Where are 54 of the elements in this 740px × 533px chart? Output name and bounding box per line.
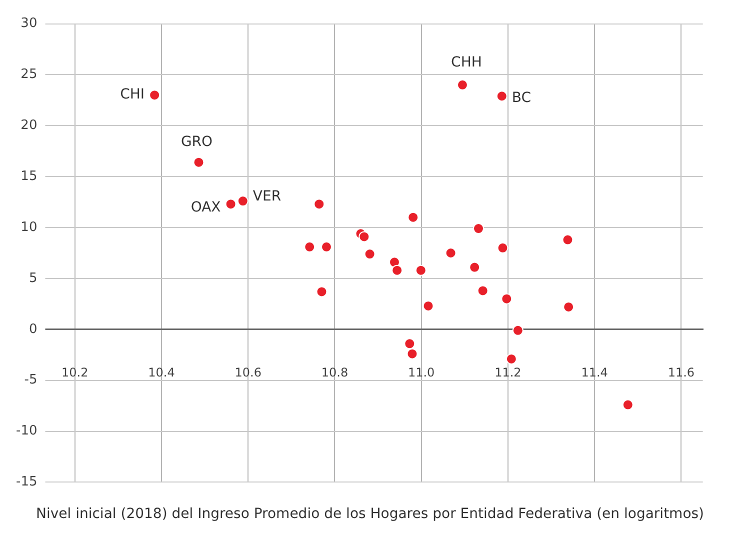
point: [406, 348, 418, 360]
annotation: CHI: [120, 86, 145, 103]
point: [496, 90, 508, 102]
y-tick-label: 0: [28, 322, 38, 337]
x-tick-label: 10.6: [234, 366, 262, 380]
point: [512, 324, 524, 336]
point: [316, 286, 328, 298]
x-tick-label: 11.2: [494, 366, 522, 380]
point: [408, 212, 419, 223]
y-tick-label: 25: [20, 67, 38, 82]
x-tick-label: 10.4: [148, 366, 175, 380]
y-tick-label: -5: [24, 372, 38, 388]
x-tick-label: 11.4: [581, 366, 608, 380]
point: [415, 264, 426, 276]
point: [358, 231, 370, 242]
point: [364, 248, 376, 260]
x-tick-label: 10.2: [62, 366, 88, 380]
point: [149, 90, 160, 101]
y-tick-label: 15: [20, 168, 38, 184]
annotation: BC: [512, 90, 532, 106]
y-tick-label: 5: [28, 270, 38, 286]
point: [563, 301, 574, 312]
annotation: GRO: [180, 134, 213, 150]
point: [473, 223, 484, 234]
x-axis-title: Nivel inicial (2018) del Ingreso Promedio de los Hogares por Entidad Federativa (en logaritmos): [34, 506, 706, 522]
point: [193, 156, 204, 168]
point: [237, 196, 248, 207]
point: [501, 293, 512, 304]
point: [422, 300, 434, 312]
point: [225, 198, 236, 210]
point: [469, 262, 480, 273]
point: [477, 285, 488, 296]
annotation: VER: [252, 188, 282, 205]
point: [506, 353, 517, 364]
y-tick-label: 10: [20, 220, 38, 235]
y-tick-label: -15: [16, 474, 38, 490]
point: [304, 241, 316, 252]
point: [392, 264, 403, 276]
annotation: OAX: [190, 200, 222, 216]
y-tick-label: 20: [20, 118, 38, 134]
y-tick-label: 30: [20, 16, 38, 32]
x-tick-label: 10.8: [321, 366, 348, 380]
point: [562, 234, 574, 246]
point: [320, 241, 332, 252]
annotation: CHH: [451, 54, 482, 71]
point: [456, 79, 468, 90]
point: [622, 399, 634, 410]
x-tick-label: 11.6: [668, 366, 695, 380]
point: [445, 248, 456, 258]
x-tick-label: 11.0: [408, 366, 435, 380]
point: [404, 338, 416, 350]
point: [314, 198, 325, 210]
y-tick-label: -10: [16, 424, 38, 439]
point: [497, 242, 508, 254]
